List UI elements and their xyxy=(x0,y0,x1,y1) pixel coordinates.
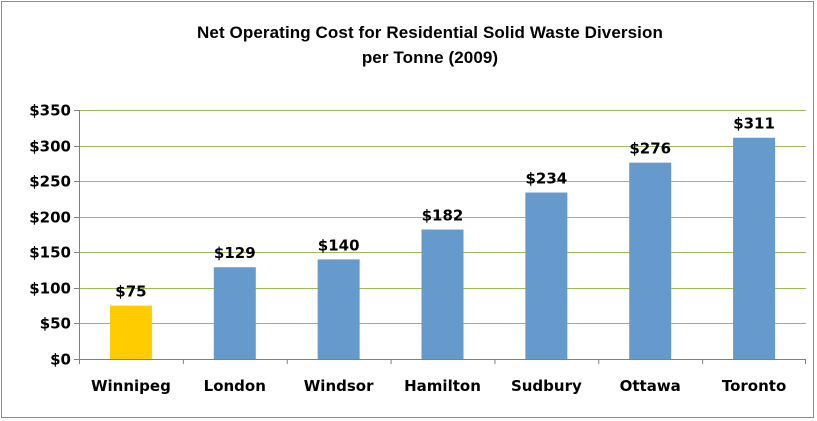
bar-winnipeg xyxy=(109,305,152,359)
data-label: $182 xyxy=(422,207,464,225)
data-label: $140 xyxy=(318,236,360,254)
y-tick-label: $300 xyxy=(29,138,71,156)
data-labels: $75 $129 $140 $182 $234 $276 $311 xyxy=(115,115,775,301)
bar-toronto xyxy=(733,137,776,359)
x-axis-categories: Winnipeg London Windsor Hamilton Sudbury Otta… xyxy=(91,377,786,395)
bar-hamilton xyxy=(421,229,464,359)
y-tick-label: $150 xyxy=(29,244,71,262)
bar-sudbury xyxy=(525,192,568,359)
y-axis-ticks: $0 $50 $100 $150 $200 $250 $300 $350 xyxy=(29,102,79,369)
x-category-label: London xyxy=(204,377,266,395)
y-tick-label: $100 xyxy=(29,280,71,298)
x-category-label: Ottawa xyxy=(620,377,681,395)
x-category-label: Hamilton xyxy=(404,377,481,395)
y-tick-label: $50 xyxy=(40,315,71,333)
x-category-label: Windsor xyxy=(304,377,374,395)
y-tick-label: $350 xyxy=(29,102,71,120)
chart-title-line-2: per Tonne (2009) xyxy=(361,48,499,67)
bar-windsor xyxy=(317,259,360,359)
bar-ottawa xyxy=(629,162,672,359)
x-category-label: Winnipeg xyxy=(91,377,171,395)
data-label: $234 xyxy=(525,170,567,188)
x-category-label: Toronto xyxy=(722,377,786,395)
chart-title: Net Operating Cost for Residential Solid… xyxy=(150,20,710,70)
axes xyxy=(79,110,806,364)
data-label: $129 xyxy=(214,244,256,262)
data-label: $276 xyxy=(629,140,671,158)
y-tick-label: $200 xyxy=(29,209,71,227)
data-label: $75 xyxy=(115,283,146,301)
x-category-label: Sudbury xyxy=(511,377,582,395)
data-label: $311 xyxy=(733,115,775,133)
chart-title-line-1: Net Operating Cost for Residential Solid… xyxy=(197,23,663,42)
y-tick-label: $250 xyxy=(29,173,71,191)
y-tick-label: $0 xyxy=(50,351,71,369)
bars xyxy=(109,137,776,359)
bar-london xyxy=(213,267,256,359)
